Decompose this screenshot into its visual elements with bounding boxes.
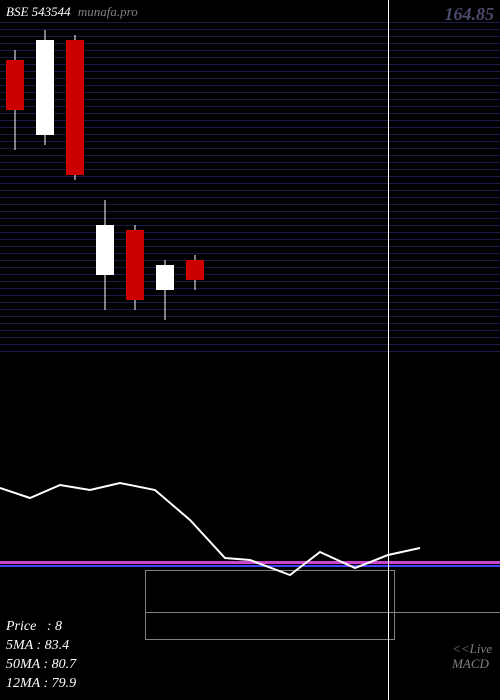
info-50ma: 50MA : 80.7 — [6, 656, 76, 675]
ticker-label: 543544 — [32, 4, 71, 19]
chart-area[interactable] — [0, 0, 500, 700]
last-price-label: 164.85 — [445, 4, 495, 25]
info-5ma: 5MA : 83.4 — [6, 637, 76, 656]
macd-label: <<Live MACD — [452, 641, 492, 672]
info-price: Price : 8 — [6, 618, 76, 637]
macd-label-line2: MACD — [452, 656, 492, 672]
info-12ma: 12MA : 79.9 — [6, 675, 76, 694]
ma-line-series — [0, 0, 500, 700]
macd-label-line1: <<Live — [452, 641, 492, 657]
info-box: Price : 8 5MA : 83.4 50MA : 80.7 12MA : … — [6, 618, 76, 694]
chart-header: BSE 543544 munafa.pro — [6, 4, 138, 20]
exchange-label: BSE — [6, 4, 28, 19]
site-label: munafa.pro — [78, 4, 138, 19]
